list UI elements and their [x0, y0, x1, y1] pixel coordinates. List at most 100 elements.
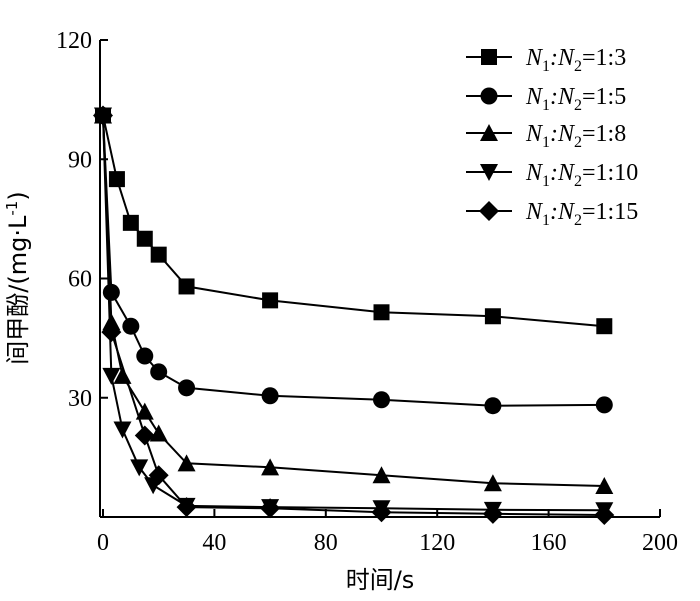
data-point-triangle-up	[595, 476, 614, 494]
x-tick-label: 40	[202, 530, 226, 556]
series-line	[102, 115, 605, 328]
data-point-diamond	[148, 465, 169, 486]
legend-sub1: 1	[542, 173, 550, 190]
legend-marker-triangle-up	[480, 124, 498, 141]
legend-n2: :N	[550, 160, 576, 186]
series-square	[95, 107, 613, 335]
legend-sub2: 2	[574, 58, 582, 75]
x-tick-label: 160	[531, 530, 567, 556]
y-tick-label: 90	[68, 147, 92, 173]
axis-ticks: 0 40 80 120 160 200 30 60 90 120	[56, 28, 678, 556]
data-point-square	[136, 230, 153, 247]
data-point-circle	[178, 379, 196, 397]
legend-sub2: 2	[574, 134, 582, 151]
data-point-circle	[136, 347, 154, 365]
legend-n1: N	[525, 160, 544, 186]
legend-n2: :N	[550, 45, 576, 71]
legend-sub2: 2	[574, 212, 582, 229]
legend-marker-square	[481, 49, 497, 65]
data-point-triangle-up	[177, 454, 196, 472]
legend-n2: :N	[550, 199, 576, 225]
data-point-circle	[595, 396, 613, 414]
y-axis-title-main: 间甲酚/(mg·L	[4, 215, 32, 365]
x-tick-label: 200	[642, 530, 678, 556]
series-circle	[94, 107, 613, 415]
legend-n2: :N	[550, 84, 576, 110]
legend-item: N1:N2=1:3	[466, 45, 626, 75]
data-point-square	[108, 171, 125, 188]
y-axis-title-close: )	[4, 191, 32, 200]
y-tick-label: 120	[56, 28, 92, 54]
x-axis-title: 时间/s	[346, 566, 415, 594]
data-point-diamond	[176, 497, 197, 518]
series-line	[102, 115, 605, 512]
legend-n1: N	[525, 45, 544, 71]
legend-marker-triangle-down	[480, 164, 498, 181]
legend-sub2: 2	[574, 173, 582, 190]
data-point-diamond	[371, 502, 392, 523]
data-point-circle	[150, 363, 168, 381]
data-point-square	[484, 308, 501, 325]
legend-ratio: =1:5	[582, 84, 626, 110]
legend-item: N1:N2=1:5	[466, 84, 626, 114]
x-tick-label: 120	[419, 530, 455, 556]
data-point-diamond	[482, 503, 503, 524]
data-point-triangle-up	[372, 466, 391, 484]
legend-item: N1:N2=1:10	[466, 160, 638, 190]
legend-sub1: 1	[542, 134, 550, 151]
series-layer	[93, 105, 615, 526]
series-line	[102, 115, 605, 407]
legend-label: N1:N2=1:10	[525, 160, 638, 190]
legend-ratio: =1:3	[582, 45, 626, 71]
legend-label: N1:N2=1:15	[525, 199, 638, 229]
legend-sub2: 2	[574, 97, 582, 114]
legend-sub1: 1	[542, 58, 550, 75]
legend-label: N1:N2=1:5	[525, 84, 626, 114]
data-point-diamond	[594, 505, 615, 526]
legend-n1: N	[525, 121, 544, 147]
legend-sub1: 1	[542, 212, 550, 229]
y-tick-label: 60	[68, 267, 92, 293]
data-point-triangle-up	[149, 424, 168, 442]
x-tick-label: 80	[314, 530, 338, 556]
legend-n1: N	[525, 199, 544, 225]
data-point-circle	[102, 283, 120, 301]
data-point-triangle-up	[135, 402, 154, 420]
legend-marker-diamond	[479, 201, 499, 221]
legend-ratio: =1:8	[582, 121, 626, 147]
y-tick-label: 30	[68, 386, 92, 412]
data-point-square	[596, 318, 613, 335]
y-axis-title: 间甲酚/(mg·L-1)	[3, 191, 32, 364]
data-point-triangle-up	[261, 458, 280, 476]
legend-n2: :N	[550, 121, 576, 147]
data-point-circle	[261, 387, 279, 405]
data-point-circle	[122, 317, 140, 335]
data-point-triangle-down	[102, 367, 121, 385]
legend-item: N1:N2=1:8	[466, 121, 626, 151]
legend: N1:N2=1:3 N1:N2=1:5 N1:N2=1:8 N1:N2=1:10…	[466, 45, 638, 229]
x-tick-label: 0	[97, 530, 109, 556]
legend-n1: N	[525, 84, 544, 110]
legend-item: N1:N2=1:15	[466, 199, 638, 229]
data-point-square	[122, 214, 139, 231]
data-point-square	[150, 246, 167, 263]
data-point-triangle-down	[130, 459, 149, 477]
legend-label: N1:N2=1:8	[525, 121, 626, 151]
legend-marker-circle	[480, 87, 498, 105]
data-point-diamond	[101, 322, 122, 343]
data-point-diamond	[260, 498, 281, 519]
legend-ratio: =1:15	[582, 199, 638, 225]
data-point-triangle-down	[113, 421, 132, 439]
data-point-diamond	[134, 425, 155, 446]
data-point-square	[178, 278, 195, 295]
data-point-diamond	[93, 105, 113, 126]
legend-label: N1:N2=1:3	[525, 45, 626, 75]
data-point-square	[262, 292, 279, 309]
data-point-square	[373, 304, 390, 321]
data-point-triangle-up	[483, 474, 502, 492]
data-point-circle	[484, 397, 502, 415]
series-diamond	[93, 105, 615, 526]
legend-ratio: =1:10	[582, 160, 638, 186]
data-point-circle	[373, 391, 390, 409]
